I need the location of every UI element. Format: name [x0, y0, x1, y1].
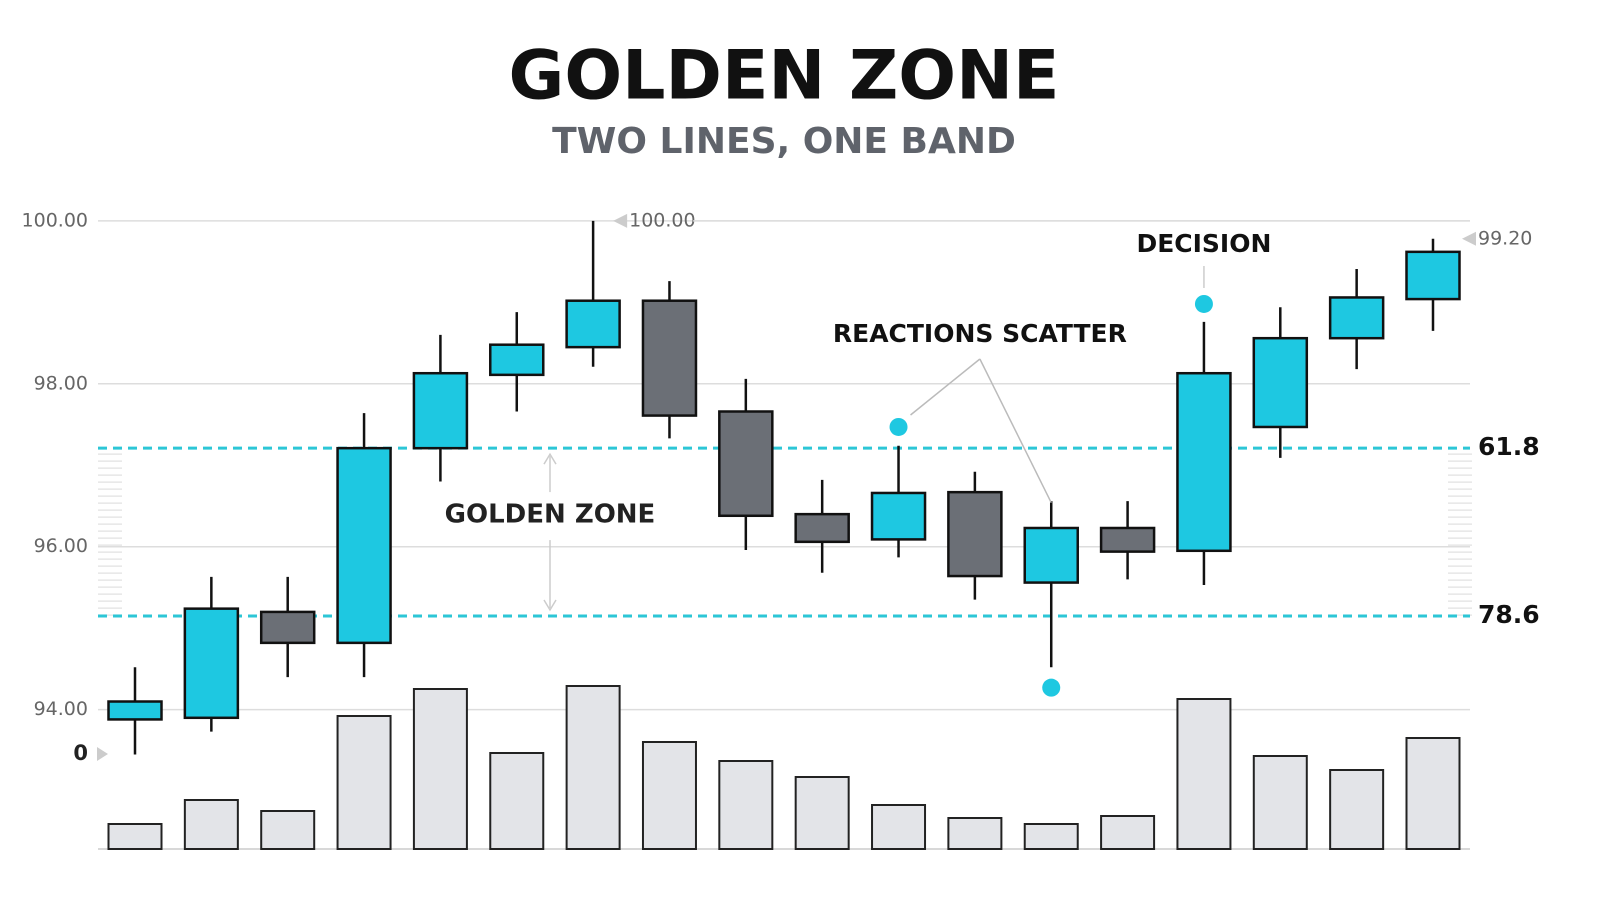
reaction-marker	[1194, 294, 1213, 313]
volume-bar	[336, 715, 392, 850]
zone-arrow-head	[543, 599, 557, 612]
y-tick-label: 94.00	[34, 698, 88, 720]
price-tag: 99.20	[1478, 227, 1532, 249]
candle-body	[107, 700, 163, 721]
volume-axis-arrow	[97, 747, 108, 761]
reaction-marker	[1042, 678, 1061, 697]
candle-body	[947, 490, 1003, 578]
chart-subtitle: TWO LINES, ONE BAND	[552, 121, 1016, 162]
annotation-leader	[979, 358, 1052, 503]
volume-bar	[412, 688, 468, 850]
candle-body	[870, 491, 927, 541]
candle-body	[489, 343, 545, 377]
candle-body	[1252, 336, 1309, 429]
candle-body	[794, 512, 850, 544]
price-tag-arrow	[613, 213, 628, 228]
volume-bar	[183, 799, 239, 850]
zone-label: GOLDEN ZONE	[445, 500, 656, 530]
y-tick-label: 100.00	[22, 209, 88, 231]
volume-bar	[947, 817, 1003, 850]
candle-body	[259, 610, 316, 645]
volume-bar	[1176, 698, 1232, 850]
candle-body	[1328, 296, 1385, 340]
candle-body	[641, 299, 698, 417]
reaction-marker	[889, 417, 908, 436]
volume-bar	[1252, 755, 1308, 850]
volume-bar	[1023, 823, 1079, 850]
candle-body	[183, 607, 240, 720]
volume-bar	[1100, 815, 1156, 850]
y-tick-label: 96.00	[34, 535, 88, 557]
annotation: DECISION	[1136, 229, 1271, 258]
candle-body	[412, 371, 469, 450]
candle-body	[565, 299, 621, 349]
volume-bar	[489, 752, 545, 850]
price-tag-arrow	[1462, 231, 1476, 246]
volume-bar	[565, 685, 621, 850]
annotation: REACTIONS SCATTER	[833, 319, 1127, 348]
volume-bar	[718, 760, 774, 850]
candle-body	[1023, 526, 1079, 584]
volume-bar	[1405, 737, 1461, 850]
level-label: 78.6	[1478, 600, 1540, 629]
candle-body	[1099, 526, 1156, 553]
candle-body	[718, 410, 774, 518]
candle-body	[336, 446, 392, 645]
level-label: 61.8	[1478, 432, 1540, 461]
volume-bar	[1329, 769, 1385, 850]
volume-bar	[871, 804, 927, 850]
candle-body	[1176, 371, 1232, 553]
price-tag: 100.00	[629, 209, 695, 231]
chart-title: GOLDEN ZONE	[509, 37, 1060, 116]
volume-bar	[641, 741, 697, 850]
y-tick-label: 98.00	[34, 372, 88, 394]
candle-body	[1405, 250, 1461, 301]
volume-axis-label: 0	[73, 741, 88, 765]
annotation-leader	[910, 358, 981, 416]
volume-bar	[260, 810, 316, 850]
volume-bar	[107, 823, 163, 850]
volume-bar	[794, 776, 850, 850]
zone-arrow-head	[543, 452, 557, 465]
